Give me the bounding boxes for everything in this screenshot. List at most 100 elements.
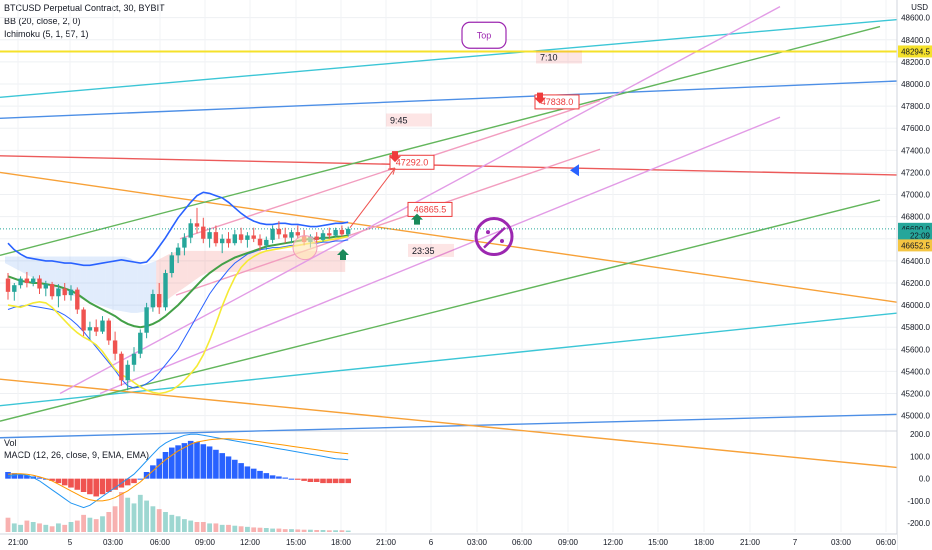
time-axis[interactable]: 21:00 5 03:00 06:00 09:00 12:00 15:00 18:00 21:0…	[0, 533, 897, 550]
price-tick-label: 46200.0	[901, 279, 930, 288]
price-tick-label: 47000.0	[901, 191, 930, 200]
cloud-segment	[187, 250, 194, 286]
volume-bar	[131, 503, 137, 532]
cloud-segment	[86, 256, 94, 303]
candle-body	[43, 284, 48, 289]
macd-histogram-bar	[200, 444, 207, 479]
trend-line	[59, 6, 781, 395]
volume-bar	[144, 500, 149, 532]
candle-body	[238, 234, 244, 240]
time-tick-label: 6	[429, 538, 434, 547]
macd-histogram-bar	[124, 478, 131, 486]
volume-bar	[24, 520, 30, 532]
volume-bar	[150, 506, 156, 532]
candle-body	[182, 237, 187, 248]
volume-bar	[125, 497, 131, 532]
ichimoku-legend[interactable]: Ichimoku (5, 1, 57, 1)	[4, 29, 89, 39]
cloud-segment	[219, 250, 226, 272]
candle-body	[333, 229, 338, 236]
cloud-segment	[49, 256, 56, 289]
time-tick-label: 21:00	[8, 538, 29, 547]
time-label-box	[386, 113, 432, 127]
volume-bar	[308, 529, 313, 532]
volume-bar	[213, 523, 219, 532]
annotations[interactable]: Top 47838.0 47292.0 46865.5 7:10 9:45 23:35	[292, 21, 582, 261]
candle-body	[232, 234, 237, 244]
price-tick-label: 45400.0	[901, 367, 930, 376]
trend-line	[175, 148, 601, 296]
candle-body	[87, 327, 93, 331]
volume-bar	[30, 522, 36, 532]
macd-histogram-bar	[55, 478, 62, 484]
time-label-text: 23:35	[412, 246, 435, 256]
price-axis[interactable]: USD 48600.0 48400.0 48200.0 48000.0 47800.0 47…	[896, 0, 932, 550]
macd-histogram-bar	[288, 478, 295, 480]
time-tick-label: 06:00	[150, 538, 171, 547]
trend-line	[0, 155, 932, 177]
cloud-segment	[332, 250, 339, 272]
currency-label: USD	[911, 3, 928, 12]
volume-bar	[339, 530, 345, 532]
time-tick-label: 03:00	[831, 538, 852, 547]
volume-bar	[270, 528, 275, 532]
candle-body	[339, 229, 345, 235]
cloud-segment	[320, 250, 327, 272]
volume-bar	[87, 517, 93, 532]
macd-histogram-bar	[194, 442, 200, 479]
volume-bar	[11, 523, 17, 532]
price-tick-label: 45600.0	[901, 345, 930, 354]
volume-bar	[263, 528, 269, 532]
candle-body	[125, 364, 130, 381]
macd-histogram-bar	[301, 478, 307, 481]
price-label-text: 46865.5	[414, 204, 447, 214]
trend-lines[interactable]	[0, 6, 932, 472]
price-tick-label: 47200.0	[901, 168, 930, 177]
vol-legend[interactable]: Vol	[4, 438, 17, 448]
price-badge-text: 46690.0	[901, 225, 930, 234]
time-tick-label: 18:00	[331, 538, 352, 547]
candle-body	[289, 232, 294, 238]
cloud-segment	[206, 250, 213, 274]
symbol-legend[interactable]: BTCUSD Perpetual Contract, 30, BYBIT	[4, 3, 165, 13]
sad-face-icon	[474, 217, 514, 257]
macd-histogram-bar	[156, 458, 162, 479]
cloud-segment	[194, 250, 201, 281]
candle-body	[24, 278, 30, 283]
time-tick-label: 03:00	[103, 538, 124, 547]
macd-histogram-bar	[17, 474, 24, 479]
candle-body	[37, 278, 42, 289]
price-label-text: 47838.0	[541, 97, 574, 107]
volume-bar	[18, 524, 23, 532]
top-callout-box	[461, 21, 507, 49]
volume-bar	[37, 523, 42, 532]
macd-legend[interactable]: MACD (12, 26, close, 9, EMA, EMA)	[4, 450, 150, 460]
macd-histogram-bar	[263, 473, 270, 479]
candle-body	[276, 228, 282, 235]
candle-body	[194, 223, 200, 227]
volume-bar	[175, 516, 181, 532]
time-label-text: 7:10	[540, 52, 558, 62]
macd-histogram-bar	[24, 475, 30, 479]
macd-histogram-bar	[80, 478, 87, 492]
bb-legend[interactable]: BB (20, close, 2, 0)	[4, 16, 81, 26]
macd-histogram-bar	[332, 478, 339, 484]
price-tick-label: 48400.0	[901, 36, 930, 45]
projection-arrowhead	[387, 167, 396, 175]
cloud-segment	[61, 256, 68, 295]
macd-histogram-bar	[150, 465, 156, 479]
candle-body	[144, 307, 149, 333]
trend-line	[0, 15, 932, 98]
volume-bar	[314, 530, 320, 532]
cloud-segment	[326, 250, 333, 272]
macd-histogram-bar	[49, 478, 55, 481]
price-badge	[898, 229, 932, 242]
time-tick-label: 06:00	[512, 538, 533, 547]
cloud-segment	[118, 256, 125, 312]
price-tick-label: 45200.0	[901, 390, 930, 399]
candle-body	[106, 320, 111, 341]
time-label-box	[536, 50, 582, 64]
time-tick-label: 7	[793, 538, 798, 547]
candle-body	[295, 232, 300, 236]
cloud-segment	[105, 256, 113, 310]
